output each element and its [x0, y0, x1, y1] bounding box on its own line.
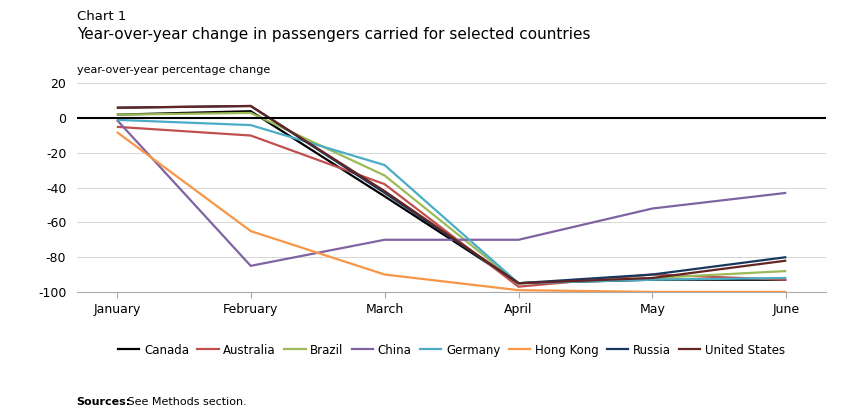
Brazil: [648, 276, 658, 281]
Hong Kong: [245, 229, 256, 234]
Line: Russia: Russia: [117, 106, 786, 283]
Brazil: [781, 269, 792, 274]
Line: Brazil: Brazil: [117, 113, 786, 283]
Brazil: [112, 112, 122, 117]
China: [245, 264, 256, 269]
Canada: [648, 277, 658, 282]
Germany: [245, 123, 256, 128]
United States: [245, 103, 256, 108]
Brazil: [514, 281, 524, 286]
Germany: [648, 277, 658, 282]
Australia: [781, 277, 792, 282]
Line: China: China: [117, 120, 786, 266]
China: [781, 190, 792, 195]
Canada: [514, 281, 524, 286]
Germany: [514, 281, 524, 286]
Canada: [781, 277, 792, 282]
United States: [514, 281, 524, 286]
Text: Sources:: Sources:: [77, 397, 131, 407]
Australia: [245, 133, 256, 138]
China: [379, 237, 389, 242]
Line: Hong Kong: Hong Kong: [117, 132, 786, 292]
Hong Kong: [648, 289, 658, 294]
Germany: [781, 276, 792, 281]
United States: [112, 105, 122, 110]
United States: [781, 258, 792, 263]
Russia: [781, 255, 792, 260]
Brazil: [245, 111, 256, 116]
Russia: [245, 103, 256, 108]
China: [514, 237, 524, 242]
Australia: [648, 272, 658, 277]
Text: year-over-year percentage change: year-over-year percentage change: [77, 65, 270, 75]
Canada: [379, 194, 389, 199]
Text: Chart 1: Chart 1: [77, 10, 126, 23]
Line: Australia: Australia: [117, 127, 786, 287]
Legend: Canada, Australia, Brazil, China, Germany, Hong Kong, Russia, United States: Canada, Australia, Brazil, China, German…: [118, 344, 785, 357]
Line: United States: United States: [117, 106, 786, 283]
Russia: [112, 105, 122, 110]
Hong Kong: [112, 130, 122, 135]
Canada: [245, 109, 256, 114]
Russia: [379, 190, 389, 195]
Germany: [112, 118, 122, 123]
Russia: [648, 272, 658, 277]
United States: [379, 188, 389, 193]
Line: Canada: Canada: [117, 111, 786, 283]
Text: See Methods section.: See Methods section.: [124, 397, 246, 407]
Hong Kong: [781, 289, 792, 294]
Line: Germany: Germany: [117, 120, 786, 283]
Germany: [379, 163, 389, 168]
Hong Kong: [379, 272, 389, 277]
United States: [648, 276, 658, 281]
China: [648, 206, 658, 211]
Russia: [514, 281, 524, 286]
Brazil: [379, 173, 389, 178]
Text: Year-over-year change in passengers carried for selected countries: Year-over-year change in passengers carr…: [77, 27, 590, 42]
Australia: [514, 284, 524, 289]
Australia: [379, 182, 389, 187]
Canada: [112, 112, 122, 117]
Australia: [112, 124, 122, 129]
China: [112, 118, 122, 123]
Hong Kong: [514, 288, 524, 293]
